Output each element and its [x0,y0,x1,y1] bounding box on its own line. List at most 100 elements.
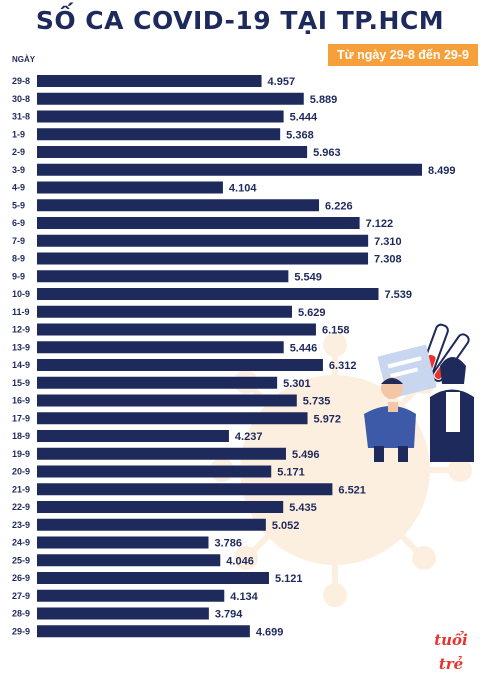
bar [37,128,281,141]
value-label: 5.963 [313,147,341,159]
category-label: 25-9 [12,555,30,565]
bar [37,483,333,496]
value-label: 5.972 [314,413,342,425]
category-label: 22-9 [12,502,30,512]
category-label: 21-9 [12,484,30,494]
category-label: 20-9 [12,467,30,477]
value-label: 3.794 [215,609,243,621]
bar [37,554,221,567]
category-label: 13-9 [12,342,30,352]
bar [37,252,369,265]
bar [37,394,297,407]
bar [37,92,304,105]
bar-chart: 29-8 4.957 30-8 5.889 31-8 5.444 1-9 5.368 2-9 5.… [12,75,456,638]
bar [37,305,292,318]
value-label: 5.549 [294,271,322,283]
value-label: 4.134 [230,591,258,603]
bar [37,376,278,389]
bar [37,75,262,87]
bar [37,199,320,212]
category-label: 3-9 [12,165,25,175]
value-label: 5.121 [275,573,303,585]
category-label: 27-9 [12,591,30,601]
bar [37,536,209,549]
value-label: 7.308 [374,254,402,266]
bar [37,217,360,229]
bar [37,430,229,442]
category-label: 26-9 [12,573,30,583]
value-label: 5.735 [303,396,331,408]
category-label: 6-9 [12,218,25,228]
bar [37,518,266,531]
bar [37,447,286,460]
value-label: 7.310 [374,236,402,248]
bar [37,341,284,354]
bar [37,589,225,602]
bar [37,501,284,513]
value-label: 5.446 [290,342,318,354]
value-label: 5.368 [286,129,314,141]
category-label: 9-9 [12,271,25,281]
category-label: 31-8 [12,112,30,122]
value-label: 7.122 [366,218,394,230]
bar [37,359,323,371]
category-label: 28-9 [12,609,30,619]
bar [37,607,209,620]
value-label: 5.435 [289,502,317,514]
category-label: 11-9 [12,307,30,317]
category-label: 30-8 [12,94,30,104]
bar [37,110,284,123]
value-label: 6.158 [322,325,350,337]
category-label: 8-9 [12,254,25,264]
bar [37,572,269,584]
value-label: 5.301 [283,378,311,390]
bar [37,288,379,300]
category-label: 29-8 [12,76,30,86]
value-label: 4.104 [229,183,257,195]
category-label: 10-9 [12,289,30,299]
value-label: 6.312 [329,360,357,372]
value-label: 7.539 [385,289,413,301]
value-label: 8.499 [428,165,456,177]
value-label: 5.629 [298,307,326,319]
value-label: 4.957 [268,76,296,88]
value-label: 5.496 [292,449,320,461]
category-label: 1-9 [12,129,25,139]
category-label: 2-9 [12,147,25,157]
category-label: 18-9 [12,431,30,441]
value-label: 4.237 [235,431,263,443]
category-label: 5-9 [12,200,25,210]
value-label: 5.171 [277,467,305,479]
value-label: 6.226 [325,200,353,212]
category-label: 14-9 [12,360,30,370]
value-label: 6.521 [338,484,366,496]
category-label: 7-9 [12,236,25,246]
value-label: 5.444 [290,112,318,124]
page-title: SỐ CA COVID-19 TẠI TP.HCM [35,6,445,35]
tuoi-tre-logo: tuổi trẻ [434,631,468,673]
value-label: 4.046 [226,555,254,567]
value-label: 5.889 [310,94,338,106]
value-label: 3.786 [215,538,243,550]
category-label: 23-9 [12,520,30,530]
category-label: 17-9 [12,413,30,423]
bar [37,234,369,247]
bar [37,181,223,194]
people-coughing-illustration [364,323,474,462]
category-label: 15-9 [12,378,30,388]
category-label: 16-9 [12,396,30,406]
bar [37,323,316,336]
bar [37,625,250,638]
bar [37,465,272,478]
bar [37,163,422,176]
value-label: 4.699 [256,626,284,638]
bar [37,146,308,158]
category-label: 24-9 [12,538,30,548]
axis-name-label: NGÀY [12,55,36,64]
value-label: 5.052 [272,520,300,532]
category-label: 29-9 [12,626,30,636]
category-label: 19-9 [12,449,30,459]
date-range-badge: Từ ngày 29-8 đến 29-9 [328,44,478,66]
category-label: 12-9 [12,325,30,335]
bar [37,412,308,425]
